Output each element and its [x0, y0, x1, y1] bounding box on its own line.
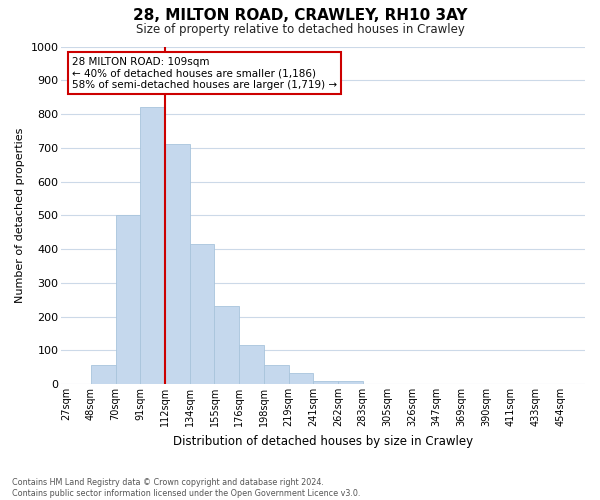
Bar [116, 216, 140, 384]
X-axis label: Distribution of detached houses by size in Crawley: Distribution of detached houses by size … [173, 434, 473, 448]
Text: Size of property relative to detached houses in Crawley: Size of property relative to detached ho… [136, 22, 464, 36]
Bar [239, 345, 264, 384]
Bar [140, 108, 165, 384]
Bar [264, 366, 289, 384]
Bar [338, 380, 362, 384]
Bar [165, 144, 190, 384]
Text: 28 MILTON ROAD: 109sqm
← 40% of detached houses are smaller (1,186)
58% of semi-: 28 MILTON ROAD: 109sqm ← 40% of detached… [72, 56, 337, 90]
Bar [91, 366, 116, 384]
Bar [313, 380, 338, 384]
Text: 28, MILTON ROAD, CRAWLEY, RH10 3AY: 28, MILTON ROAD, CRAWLEY, RH10 3AY [133, 8, 467, 22]
Text: Contains HM Land Registry data © Crown copyright and database right 2024.
Contai: Contains HM Land Registry data © Crown c… [12, 478, 361, 498]
Y-axis label: Number of detached properties: Number of detached properties [15, 128, 25, 303]
Bar [190, 244, 214, 384]
Bar [214, 306, 239, 384]
Bar [289, 373, 313, 384]
